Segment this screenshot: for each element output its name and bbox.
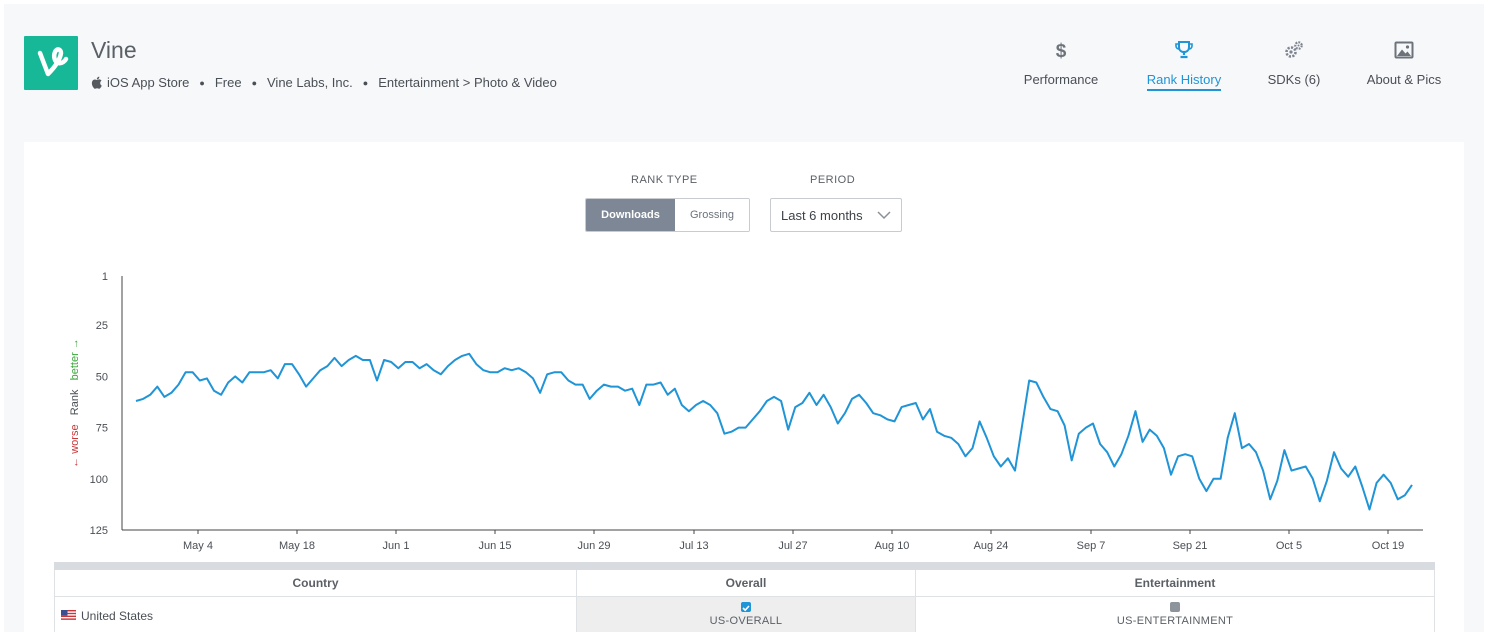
x-tick-label: Jul 13 <box>679 540 708 552</box>
chevron-down-icon <box>877 211 891 220</box>
separator-dot: ● <box>362 77 369 88</box>
image-icon <box>1362 40 1446 62</box>
svg-text:$: $ <box>1056 41 1067 62</box>
entertainment-series-label: US-ENTERTAINMENT <box>1116 615 1234 627</box>
y-label-rank: Rank <box>69 380 81 424</box>
table-row: United States US-OVERALL US-ENTERTAINMEN… <box>54 597 1435 632</box>
y-label-worse: ← worse <box>69 424 81 467</box>
col-header-overall[interactable]: Overall <box>577 570 916 596</box>
y-tick-label: 25 <box>96 320 108 332</box>
y-tick-label: 125 <box>90 525 108 537</box>
overall-checkbox[interactable] <box>741 602 751 612</box>
y-axis-label-group: ← worse Rank better → <box>69 338 81 468</box>
trophy-icon <box>1142 40 1226 62</box>
store-label[interactable]: iOS App Store <box>107 75 190 90</box>
x-tick-label: Aug 10 <box>875 540 910 552</box>
tab-performance[interactable]: $ Performance <box>1020 40 1102 87</box>
x-tick-label: Jun 1 <box>383 540 410 552</box>
tab-rank-history-label: Rank History <box>1146 72 1222 91</box>
x-tick-label: Jun 29 <box>577 540 610 552</box>
separator-dot: ● <box>251 77 257 88</box>
y-label-better: better → <box>69 338 81 380</box>
vine-logo <box>24 36 78 90</box>
tab-performance-label: Performance <box>1023 72 1099 87</box>
col-header-country[interactable]: Country <box>55 570 577 596</box>
overall-cell: US-OVERALL <box>577 597 916 632</box>
y-tick-label: 100 <box>90 474 108 486</box>
tab-about[interactable]: About & Pics <box>1362 40 1446 87</box>
x-tick-label: May 18 <box>279 540 315 552</box>
dollar-icon: $ <box>1020 40 1102 62</box>
y-tick-label: 50 <box>96 371 108 383</box>
developer-link[interactable]: Vine Labs, Inc. <box>267 75 353 90</box>
country-cell: United States <box>55 597 577 632</box>
x-tick-label: Oct 5 <box>1276 540 1302 552</box>
x-tick-label: Sep 7 <box>1077 540 1106 552</box>
rank-history-card: RANK TYPE PERIOD Downloads Grossing Last… <box>24 142 1464 632</box>
rank-type-toggle: Downloads Grossing <box>585 198 750 232</box>
tab-about-label: About & Pics <box>1366 72 1442 87</box>
category-cell: US-ENTERTAINMENT <box>916 597 1434 632</box>
overall-series-label: US-OVERALL <box>709 615 783 627</box>
gears-icon <box>1264 40 1324 62</box>
table-top-bar <box>54 562 1435 570</box>
grossing-button[interactable]: Grossing <box>675 199 749 231</box>
rank-series-line <box>135 352 1413 511</box>
period-dropdown[interactable]: Last 6 months <box>770 198 902 232</box>
tab-sdks-label: SDKs (6) <box>1267 72 1321 87</box>
x-tick-label: Jul 27 <box>778 540 807 552</box>
table-header: Country Overall Entertainment <box>54 570 1435 597</box>
tab-rank-history[interactable]: Rank History <box>1142 40 1226 91</box>
rank-type-label: RANK TYPE <box>631 174 698 186</box>
x-tick-label: Sep 21 <box>1173 540 1208 552</box>
app-meta: iOS App Store ● Free ● Vine Labs, Inc. ●… <box>91 75 557 90</box>
period-label: PERIOD <box>810 174 856 186</box>
x-tick-label: Jun 15 <box>478 540 511 552</box>
apple-icon <box>91 76 102 89</box>
x-tick-label: Aug 24 <box>974 540 1009 552</box>
y-axis-label: ← worse Rank better → <box>69 338 81 468</box>
app-name: Vine <box>91 37 137 63</box>
price-label: Free <box>214 75 242 90</box>
y-tick-label: 75 <box>96 423 108 435</box>
separator-dot: ● <box>199 77 205 88</box>
us-flag-icon <box>61 610 76 620</box>
period-value: Last 6 months <box>781 207 863 223</box>
country-name: United States <box>81 609 154 623</box>
rank-table: Country Overall Entertainment United Sta… <box>54 562 1435 632</box>
y-tick-label: 1 <box>102 271 108 283</box>
entertainment-checkbox[interactable] <box>1170 602 1180 612</box>
downloads-button[interactable]: Downloads <box>586 199 675 231</box>
page: Vine iOS App Store ● Free ● Vine Labs, I… <box>4 4 1484 632</box>
x-tick-label: Oct 19 <box>1372 540 1404 552</box>
category-link[interactable]: Entertainment > Photo & Video <box>378 75 557 90</box>
tab-sdks[interactable]: SDKs (6) <box>1264 40 1324 87</box>
x-tick-label: May 4 <box>183 540 213 552</box>
col-header-entertainment[interactable]: Entertainment <box>1134 576 1216 590</box>
